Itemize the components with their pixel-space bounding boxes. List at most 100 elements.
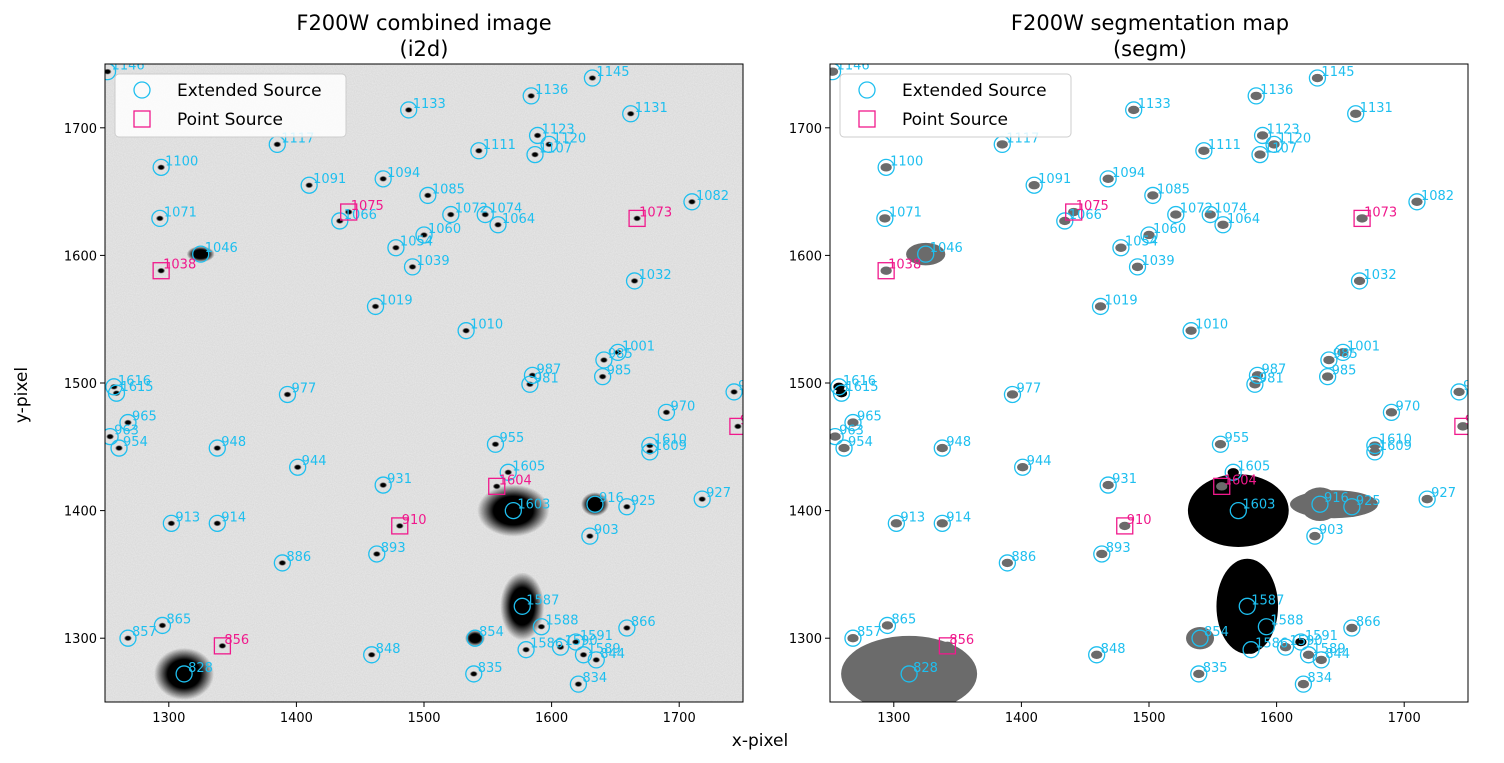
extended-marker-1588	[532, 618, 551, 636]
extended-marker-1590	[551, 638, 570, 656]
extended-marker-931	[1099, 476, 1117, 494]
extended-marker-1082	[683, 193, 701, 211]
point-marker-964	[729, 417, 743, 436]
source-blob-1019	[371, 303, 380, 310]
source-blob-865	[158, 622, 167, 629]
extended-label-1590: 1590	[1290, 634, 1323, 649]
source-blob-1001	[613, 349, 622, 356]
extended-label-955: 955	[1224, 431, 1249, 446]
source-blob-1145	[1311, 73, 1324, 83]
extended-marker-948	[933, 439, 951, 457]
source-blob-1123	[533, 132, 542, 139]
extended-label-1609: 1609	[1379, 439, 1412, 454]
point-marker-1073	[1353, 209, 1371, 228]
extended-marker-1107	[1251, 145, 1269, 164]
extended-marker-844	[1312, 651, 1330, 669]
source-blob-985b	[599, 357, 608, 364]
extended-label-916: 916	[1324, 491, 1349, 506]
source-blob-893	[1096, 549, 1108, 559]
extended-marker-1123	[1253, 126, 1272, 145]
extended-marker-834	[569, 675, 588, 693]
extended-marker-1001	[609, 343, 627, 362]
extended-marker-1111	[1195, 142, 1213, 160]
extended-label-1589: 1589	[1313, 642, 1346, 657]
source-blob-977	[1006, 390, 1019, 399]
extended-marker-1046	[192, 245, 210, 263]
extended-label-948: 948	[221, 435, 246, 450]
extended-marker-1094	[374, 170, 392, 188]
point-marker-1604	[488, 477, 506, 496]
left-legend-box	[114, 73, 347, 138]
source-blob-977	[283, 391, 292, 398]
extended-marker-1136	[522, 87, 540, 105]
extended-marker-1590	[1276, 638, 1295, 656]
source-blob-835	[469, 670, 478, 677]
extended-label-834: 834	[1307, 671, 1332, 686]
source-blob-1010	[1185, 326, 1197, 335]
extended-label-954: 954	[848, 435, 873, 450]
extended-label-1082: 1082	[1421, 189, 1454, 204]
point-marker-910	[391, 517, 409, 535]
extended-label-1085: 1085	[1157, 182, 1190, 197]
extended-label-1046: 1046	[930, 241, 963, 256]
extended-label-1091: 1091	[313, 172, 346, 187]
extended-label-1107: 1107	[1264, 142, 1297, 157]
source-blob-1120	[545, 141, 554, 148]
extended-marker-1609	[1366, 443, 1384, 461]
extended-marker-1605	[499, 463, 517, 481]
extended-label-931: 931	[1112, 472, 1137, 487]
extended-marker-974	[725, 383, 743, 401]
extended-label-893: 893	[1106, 541, 1131, 556]
extended-marker-954	[835, 439, 853, 457]
extended-label-1146: 1146	[837, 59, 870, 74]
point-label-1604: 1604	[499, 473, 532, 488]
extended-marker-1131	[1347, 105, 1365, 123]
source-blob-1032	[1353, 276, 1366, 286]
source-blob-927	[698, 496, 707, 503]
source-blob-857	[123, 635, 132, 642]
extended-marker-1588	[1257, 618, 1276, 636]
extended-marker-913	[162, 514, 181, 533]
left-title-line1: F200W combined image	[296, 11, 552, 35]
right-title-line2: (segm)	[1112, 37, 1188, 61]
extended-marker-974	[1450, 383, 1468, 401]
extended-label-965: 965	[857, 410, 882, 425]
source-blob-1587	[1216, 558, 1279, 654]
extended-marker-1145	[1308, 69, 1327, 87]
extended-label-965: 965	[132, 410, 157, 425]
extended-label-1591: 1591	[1305, 629, 1338, 644]
extended-label-1605: 1605	[512, 459, 545, 474]
right-panel-title: F200W segmentation map (segm)	[850, 10, 1450, 62]
left-ytick-label-1700: 1700	[64, 122, 97, 137]
extended-label-977: 977	[291, 381, 316, 396]
extended-label-1082: 1082	[696, 189, 729, 204]
extended-marker-857	[844, 629, 862, 647]
point-marker-910	[1116, 517, 1134, 535]
extended-label-1610: 1610	[654, 433, 687, 448]
extended-label-1131: 1131	[1360, 101, 1393, 116]
point-label-1073: 1073	[639, 205, 672, 220]
left-legend: Extended Source Point Source	[114, 73, 347, 138]
extended-label-1039: 1039	[417, 254, 450, 269]
right-xtick-label-1600: 1600	[1260, 711, 1293, 726]
extended-label-1064: 1064	[1227, 212, 1260, 227]
source-blob-948	[213, 445, 222, 452]
extended-label-914: 914	[946, 510, 971, 525]
source-blob-1071	[879, 214, 891, 223]
extended-label-1133: 1133	[413, 97, 446, 112]
extended-label-1066: 1066	[1069, 208, 1102, 223]
source-blob-1038	[880, 266, 892, 275]
extended-marker-963	[105, 427, 119, 446]
extended-marker-1603	[504, 501, 522, 520]
point-label-964: 964	[1465, 413, 1490, 428]
extended-label-1586: 1586	[530, 637, 563, 652]
source-blob-955	[1214, 440, 1227, 449]
source-blob-1588	[1260, 622, 1272, 631]
extended-marker-965	[119, 413, 137, 432]
source-blob-854	[465, 630, 486, 647]
extended-marker-1587	[1238, 597, 1256, 615]
extended-label-903: 903	[1319, 523, 1344, 538]
extended-label-828: 828	[913, 661, 938, 676]
extended-label-1094: 1094	[1112, 166, 1145, 181]
extended-label-974: 974	[1463, 379, 1488, 394]
